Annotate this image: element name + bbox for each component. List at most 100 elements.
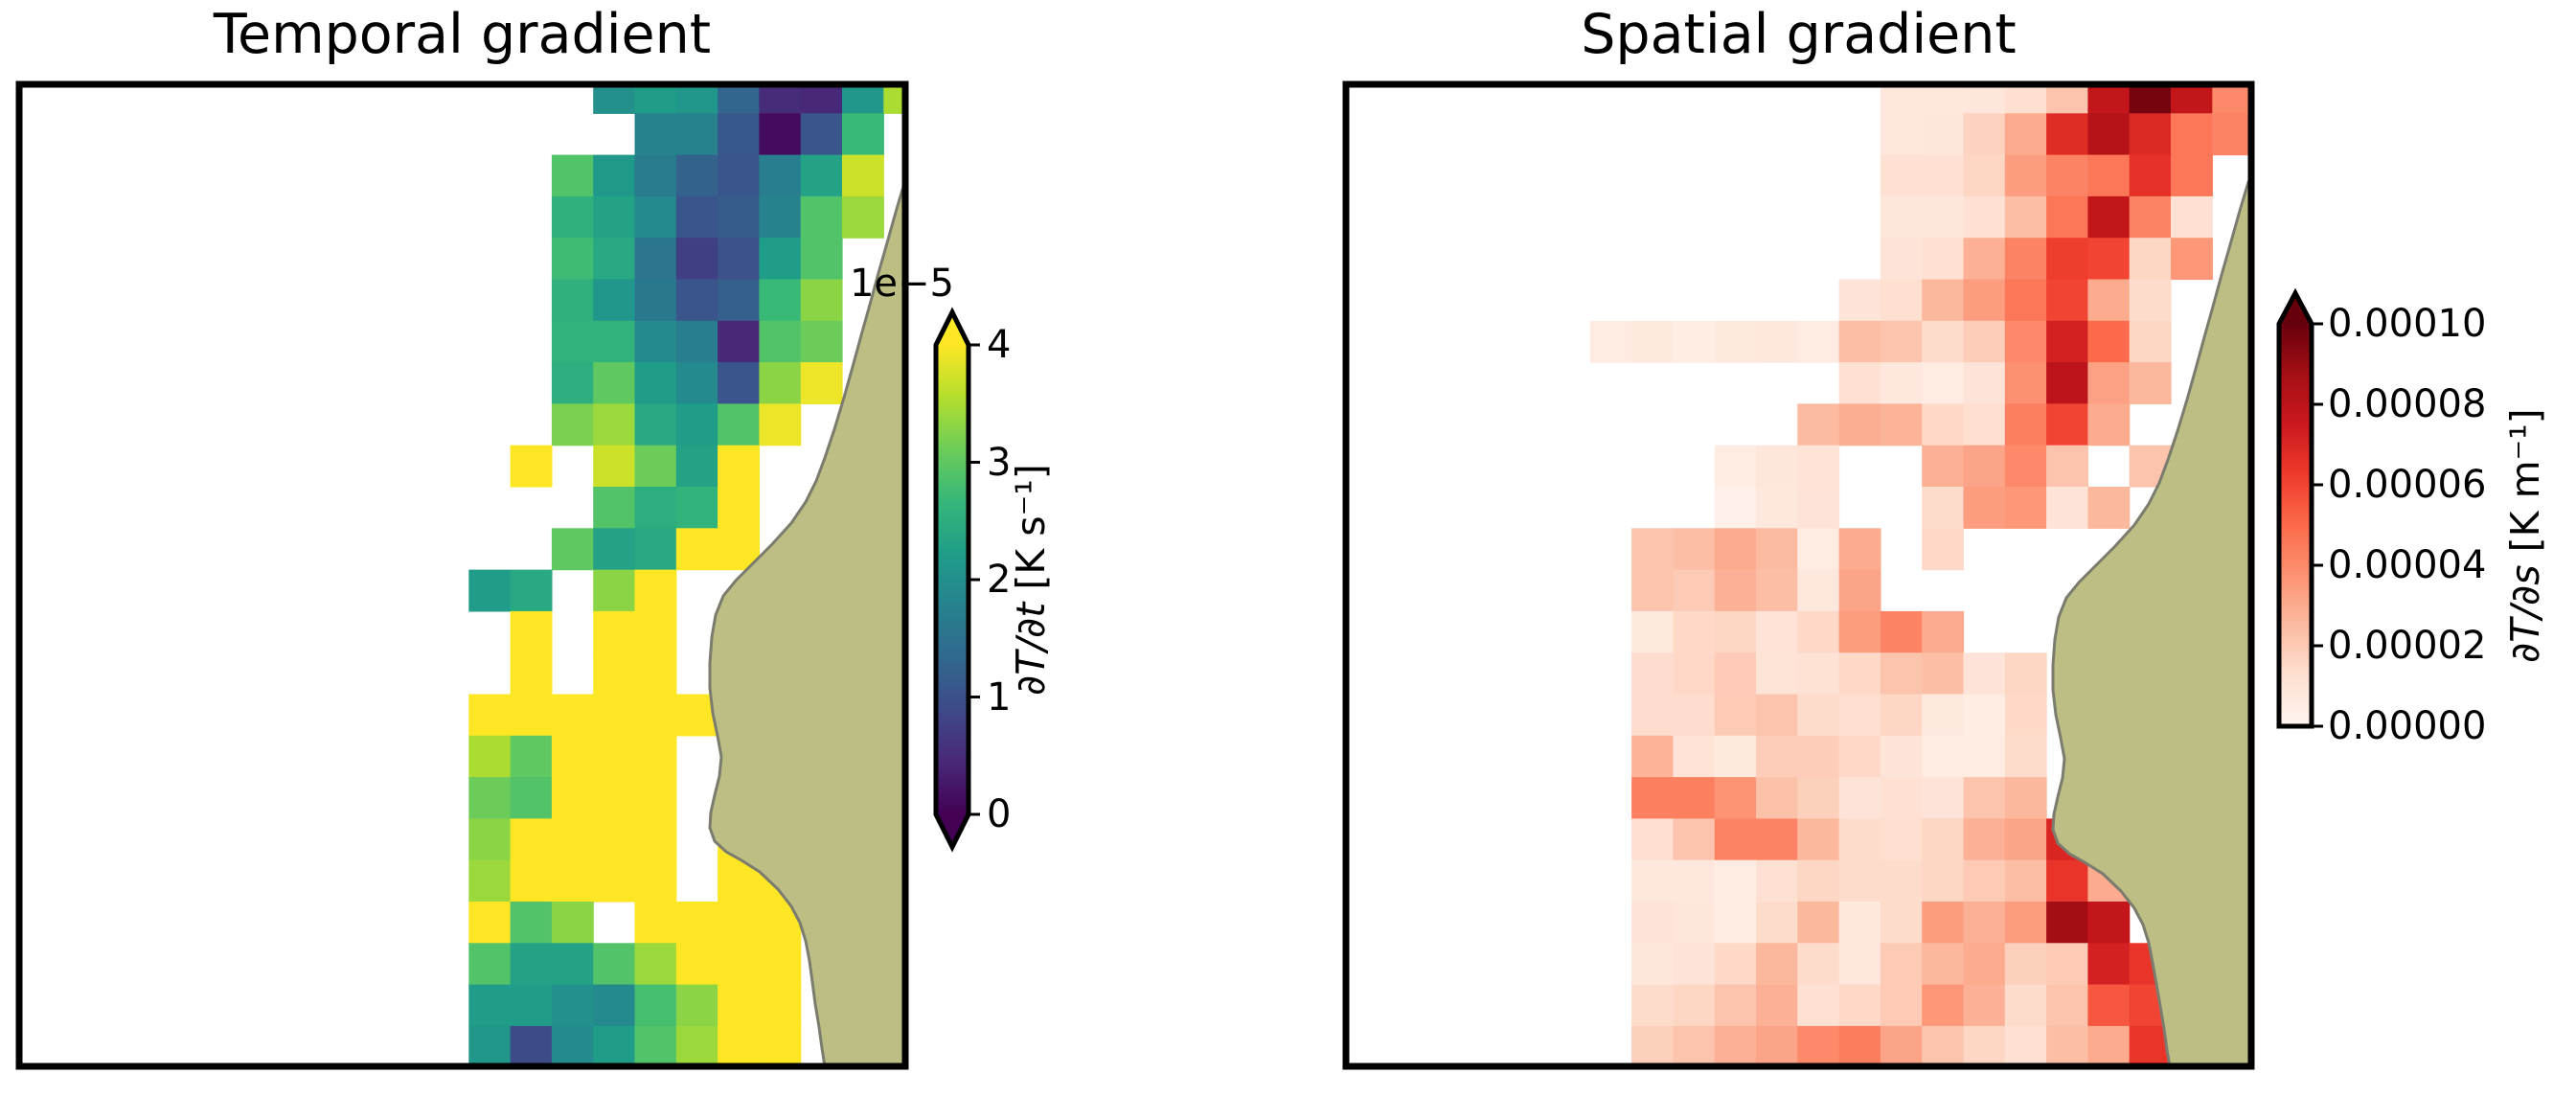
heatmap-cell (759, 1025, 802, 1066)
heatmap-cell (1673, 984, 1716, 1027)
heatmap-cell (510, 777, 553, 819)
heatmap-cell (2087, 487, 2131, 529)
heatmap-cell (2046, 1025, 2088, 1066)
land-polygon-spatial (2051, 180, 2251, 1066)
heatmap-cell (759, 403, 802, 446)
heatmap-cell (1963, 445, 2006, 488)
heatmap-cell (1963, 238, 2006, 281)
axes-border-temporal (15, 80, 909, 1070)
heatmap-cell (1673, 652, 1716, 696)
heatmap-cell (1880, 818, 1923, 861)
heatmap-cell (1756, 694, 1798, 737)
heatmap-cell (2046, 113, 2088, 156)
heatmap-cell (593, 610, 636, 653)
heatmap-cell (2046, 943, 2088, 986)
heatmap-cell (634, 777, 677, 819)
colorbar-tick-label: 1 (987, 674, 1012, 720)
heatmap-cell (1880, 320, 1923, 363)
heatmap-cell (2046, 362, 2088, 404)
heatmap-cell (1963, 113, 2006, 156)
heatmap-cell (1922, 943, 1965, 986)
heatmap-cell (634, 403, 677, 446)
heatmap-cell (718, 113, 760, 156)
heatmap-cell (593, 528, 636, 571)
heatmap-cell (1963, 84, 2006, 114)
heatmap-cell (1838, 818, 1881, 861)
heatmap-cell (634, 610, 677, 653)
heatmap-cell (1756, 487, 1798, 529)
heatmap-cell (510, 1025, 553, 1066)
heatmap-cell (759, 362, 802, 404)
colorbar-temporal (933, 307, 971, 853)
heatmap-cell (2046, 238, 2088, 281)
heatmap-cell (634, 694, 677, 737)
heatmap-cells-spatial (1589, 84, 2251, 1066)
colorbar-label-units-temporal: [K s⁻¹] (1008, 464, 1054, 604)
heatmap-cell (718, 1025, 760, 1066)
heatmap-cell (800, 238, 843, 281)
heatmap-cell (2129, 279, 2172, 322)
heatmap-cell (1838, 362, 1881, 404)
heatmap-cell (593, 238, 636, 281)
heatmap-cell (1880, 279, 1923, 322)
heatmap-cell (1714, 487, 1757, 529)
heatmap-cell (842, 154, 884, 197)
heatmap-cell (1963, 943, 2006, 986)
heatmap-cell (1797, 984, 1840, 1027)
heatmap-cell (593, 487, 636, 529)
heatmap-cell (759, 984, 802, 1027)
colorbar-axis-label-spatial: ∂T/∂s [K m⁻¹] (2502, 309, 2548, 764)
heatmap-cell (2087, 113, 2131, 156)
heatmap-cell (1963, 403, 2006, 446)
heatmap-cell (2046, 279, 2088, 322)
heatmap-cell (759, 154, 802, 197)
heatmap-cell (2004, 113, 2047, 156)
heatmap-cell (2004, 320, 2047, 363)
heatmap-cell (2004, 1025, 2047, 1066)
heatmap-cell (1922, 610, 1965, 653)
colorbar-tick-label: 0.00008 (2328, 382, 2487, 426)
heatmap-cell (718, 943, 760, 986)
heatmap-cell (1797, 943, 1840, 986)
heatmap-cell (551, 362, 594, 404)
heatmap-cell (1963, 195, 2006, 239)
heatmap-cell (1797, 818, 1840, 861)
heatmap-cell (675, 84, 718, 114)
heatmap-cell (1922, 362, 1965, 404)
heatmap-cell (1756, 735, 1798, 778)
heatmap-cell (759, 238, 802, 281)
heatmap-cell (634, 984, 677, 1027)
heatmap-cell (1838, 569, 1881, 612)
heatmap-cell (593, 445, 636, 488)
heatmap-cell (718, 320, 760, 363)
heatmap-cell (1922, 984, 1965, 1027)
heatmap-cell (1797, 1025, 1840, 1066)
heatmap-cell (1756, 445, 1798, 488)
heatmap-cell (1631, 859, 1674, 903)
heatmap-cell (2212, 113, 2251, 156)
heatmap-cell (2004, 238, 2047, 281)
heatmap-cell (1922, 445, 1965, 488)
heatmap-cell (1631, 528, 1674, 571)
heatmap-cell (1880, 238, 1923, 281)
heatmap-cell (1838, 902, 1881, 944)
heatmap-cell (1797, 403, 1840, 446)
heatmap-cell (1963, 320, 2006, 363)
heatmap-cell (1838, 943, 1881, 986)
heatmap-cell (1714, 1025, 1757, 1066)
heatmap-cell (1838, 777, 1881, 819)
heatmap-cell (1714, 777, 1757, 819)
heatmap-cell (593, 279, 636, 322)
axes-border-spatial (1342, 80, 2255, 1070)
heatmap-cell (551, 154, 594, 197)
heatmap-cell (800, 195, 843, 239)
heatmap-cell (1963, 902, 2006, 944)
heatmap-cell (842, 113, 884, 156)
heatmap-cell (2004, 487, 2047, 529)
heatmap-cell (1880, 154, 1923, 197)
heatmap-cell (1963, 487, 2006, 529)
heatmap-cell (2004, 154, 2047, 197)
heatmap-cell (468, 984, 512, 1027)
heatmap-cell (1631, 694, 1674, 737)
heatmap-cell (1838, 610, 1881, 653)
